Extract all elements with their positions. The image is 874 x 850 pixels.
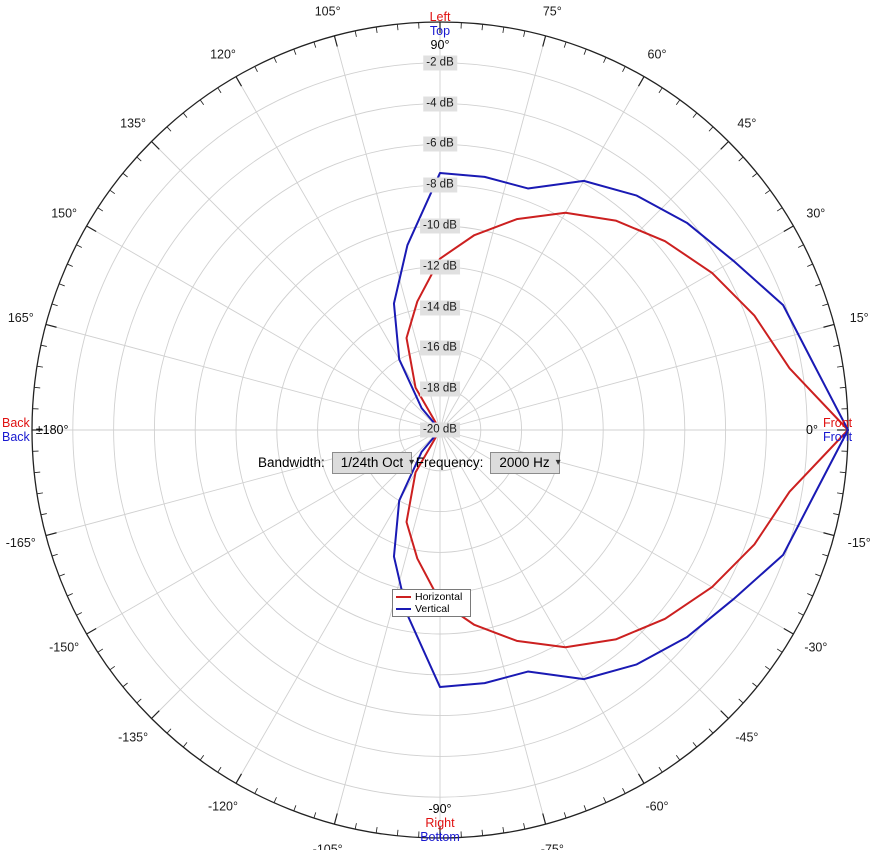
radial-axis-label: -14 dB (420, 300, 460, 316)
angle-tick-label: 165° (8, 311, 34, 325)
angle-tick-label: 45° (737, 117, 756, 131)
minor-tick-marks (32, 22, 848, 838)
radial-axis-label: -20 dB (420, 422, 460, 438)
legend-label: Horizontal (415, 591, 463, 603)
radial-axis-label: -6 dB (423, 136, 457, 152)
angle-tick-label: 150° (51, 207, 77, 221)
angle-tick-label: 30° (806, 207, 825, 221)
legend-label: Vertical (415, 603, 450, 615)
angle-tick-label: -30° (804, 641, 827, 655)
chart-controls: Bandwidth: 1/24th Oct ▾ Frequency: 2000 … (258, 450, 561, 476)
radial-axis-label: -16 dB (420, 340, 460, 356)
cardinal-left-back-red: Back (2, 416, 30, 430)
angle-tick-label: -45° (735, 730, 758, 744)
frequency-label: Frequency: (415, 455, 484, 470)
cardinal-left-back-blue: Back (2, 430, 30, 444)
angular-gridlines (32, 22, 848, 838)
cardinal-bottom: -90° Right Bottom (420, 802, 460, 844)
radial-axis-label: -2 dB (423, 55, 457, 71)
angle-tick-label: 105° (315, 4, 341, 18)
cardinal-top: Left Top 90° (430, 10, 451, 52)
angle-tick-label: -75° (541, 843, 564, 850)
angle-tick-label: 60° (648, 48, 667, 62)
legend-color-swatch (396, 608, 411, 610)
legend-item: Horizontal (396, 591, 467, 603)
cardinal-left-angle: ±180° (35, 423, 69, 437)
angle-tick-label: -105° (313, 843, 343, 850)
chevron-down-icon: ▾ (409, 457, 415, 468)
angle-tick-label: -135° (118, 730, 148, 744)
radial-axis-label: -10 dB (420, 218, 460, 234)
legend-item: Vertical (396, 603, 467, 615)
chart-legend: Horizontal Vertical (392, 589, 471, 617)
major-tick-marks (32, 22, 848, 838)
radial-axis-label: -8 dB (423, 177, 457, 193)
cardinal-bottom-right-label: Right (425, 816, 455, 830)
angle-tick-label: 75° (543, 4, 562, 18)
bandwidth-value: 1/24th Oct (340, 455, 404, 470)
series-curve-vertical (392, 171, 849, 689)
cardinal-right: 0° Front Front (806, 416, 852, 444)
angle-tick-label: 135° (120, 117, 146, 131)
radial-axis-label: -18 dB (420, 381, 460, 397)
angle-tick-label: -165° (6, 536, 36, 550)
angle-tick-label: -60° (645, 799, 668, 813)
legend-color-swatch (396, 596, 411, 598)
radial-axis-label: -4 dB (423, 96, 457, 112)
angle-tick-label: 15° (850, 311, 869, 325)
chevron-down-icon: ▾ (555, 457, 561, 468)
cardinal-right-front-red: Front (822, 416, 853, 430)
cardinal-bottom-angle: -90° (428, 802, 452, 816)
angle-tick-labels: 75° 60° 45° 30° 15° -15° -30° -45° -60° -75° -105°… (6, 4, 871, 850)
cardinal-right-angle: 0° (806, 423, 818, 437)
angle-tick-label: -120° (208, 799, 238, 813)
cardinal-top-left-label: Left (429, 10, 451, 24)
bandwidth-label: Bandwidth: (258, 455, 325, 470)
bandwidth-dropdown[interactable]: 1/24th Oct ▾ (331, 452, 415, 474)
frequency-value: 2000 Hz (499, 455, 550, 470)
cardinal-top-top-label: Top (429, 24, 451, 38)
cardinal-right-front-blue: Front (822, 430, 853, 444)
cardinal-top-angle: 90° (430, 38, 450, 52)
angle-tick-label: 120° (210, 48, 236, 62)
angle-tick-label: -15° (848, 536, 871, 550)
cardinal-bottom-bottom-label: Bottom (420, 830, 460, 844)
radial-axis-label: -12 dB (420, 259, 460, 275)
cardinal-left: Back Back ±180° (2, 416, 69, 444)
frequency-dropdown[interactable]: 2000 Hz ▾ (490, 452, 561, 474)
angle-tick-label: -150° (49, 641, 79, 655)
